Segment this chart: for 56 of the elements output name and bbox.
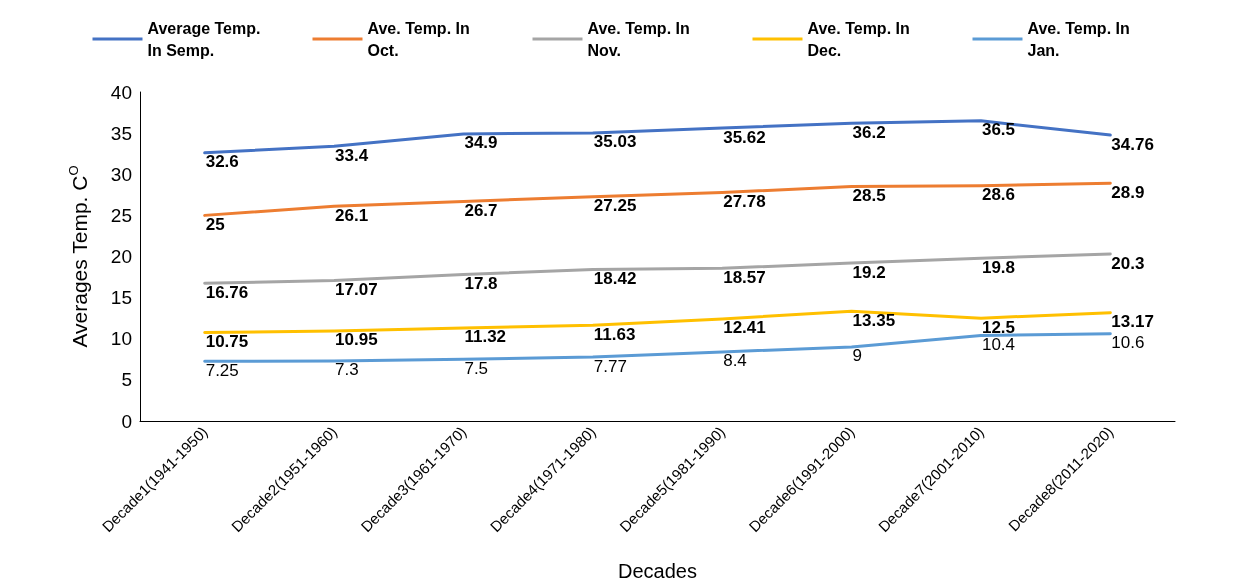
y-tick-label: 10 — [110, 328, 132, 350]
legend-label: Ave. Temp. In Jan. — [1027, 19, 1135, 59]
data-label: 13.17 — [1111, 312, 1154, 332]
data-label: 17.07 — [335, 280, 378, 300]
data-label: 28.9 — [1111, 182, 1145, 202]
data-label: 9 — [852, 346, 863, 366]
data-label: 26.1 — [335, 205, 369, 225]
x-axis-title: Decades — [618, 560, 697, 582]
data-label: 35.03 — [593, 132, 637, 152]
data-label: 7.5 — [464, 358, 489, 378]
legend-label: Ave. Temp. In Nov. — [587, 19, 695, 59]
data-label: 25 — [205, 214, 225, 234]
data-label: 11.63 — [593, 324, 636, 344]
data-label: 18.57 — [723, 267, 766, 287]
legend-label: Ave. Temp. In Oct. — [367, 19, 475, 59]
y-tick-label: 0 — [121, 410, 132, 432]
data-label: 18.42 — [593, 269, 637, 288]
data-label: 11.32 — [464, 327, 507, 347]
data-label: 27.25 — [593, 196, 637, 216]
data-label: 19.2 — [852, 262, 886, 282]
data-label: 17.8 — [464, 274, 498, 294]
data-label: 10.6 — [1111, 333, 1145, 353]
data-label: 26.7 — [464, 200, 498, 220]
data-label: 7.77 — [593, 356, 627, 376]
y-tick-label: 40 — [110, 81, 132, 103]
data-label: 7.25 — [205, 360, 239, 380]
data-label: 28.6 — [981, 185, 1016, 205]
y-tick-label: 35 — [110, 122, 132, 144]
y-tick-label: 15 — [110, 287, 132, 309]
data-label: 36.2 — [852, 122, 886, 142]
y-tick-label: 25 — [110, 204, 132, 226]
data-label: 8.4 — [723, 351, 747, 371]
data-label: 16.76 — [205, 282, 249, 302]
data-label: 28.5 — [852, 186, 886, 206]
data-label: 34.9 — [464, 133, 498, 153]
y-tick-label: 5 — [121, 369, 132, 391]
data-label: 7.3 — [335, 360, 359, 380]
data-label: 12.5 — [981, 317, 1016, 337]
data-label: 35.62 — [723, 127, 766, 147]
data-label: 10.4 — [981, 334, 1016, 354]
y-tick-label: 20 — [110, 246, 132, 267]
data-label: 10.95 — [335, 330, 378, 350]
legend-label: Ave. Temp. In Dec. — [807, 19, 915, 59]
y-tick-label: 30 — [110, 163, 132, 185]
data-label: 10.75 — [205, 332, 249, 352]
data-label: 12.41 — [723, 318, 766, 338]
data-label: 32.6 — [205, 152, 239, 172]
data-label: 19.8 — [981, 257, 1016, 277]
y-axis-title: Averages Temp. CO — [66, 165, 91, 348]
data-label: 36.5 — [981, 120, 1016, 140]
data-label: 34.76 — [1111, 134, 1154, 154]
data-label: 20.3 — [1111, 253, 1145, 273]
data-label: 27.78 — [723, 192, 766, 212]
data-label: 13.35 — [852, 310, 896, 330]
legend-label: Average Temp. In Semp. — [147, 19, 265, 59]
data-label: 33.4 — [335, 145, 369, 165]
